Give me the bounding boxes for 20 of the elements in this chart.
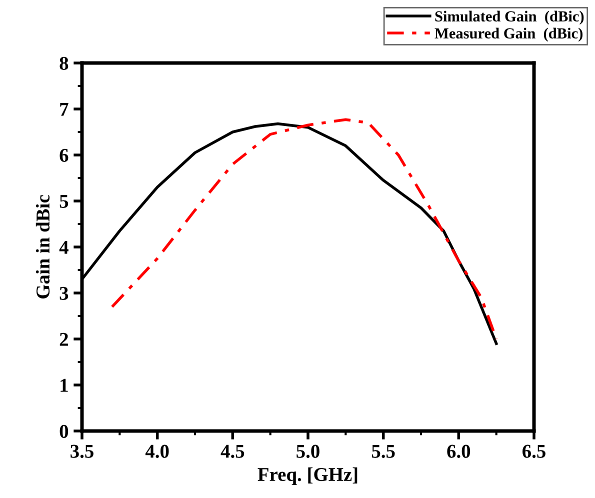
y-tick-label: 3 [60,286,68,300]
x-tick-label: 5.5 [372,444,395,458]
x-tick-label: 5.0 [296,444,320,458]
y-tick-label: 0 [60,424,68,438]
legend-label: Simulated Gain (dBic) [435,10,584,25]
y-tick-label: 2 [60,332,68,346]
x-tick-label: 4.0 [145,444,169,458]
y-tick-label: 4 [59,240,68,254]
y-axis-title: Gain in dBic [36,195,50,298]
legend-label: Measured Gain (dBic) [434,28,582,42]
x-axis-title: Freq. [GHz] [258,467,358,486]
y-tick-label: 7 [60,103,68,116]
y-tick-label: 8 [60,56,68,70]
x-tick-label: 6.0 [447,444,470,458]
x-tick-label: 6.5 [522,444,546,458]
x-tick-label: 3.5 [70,444,94,458]
y-tick-label: 6 [60,148,68,162]
y-tick-label: 5 [60,195,68,208]
y-tick-label: 1 [60,378,68,392]
x-tick-label: 4.5 [220,444,244,458]
